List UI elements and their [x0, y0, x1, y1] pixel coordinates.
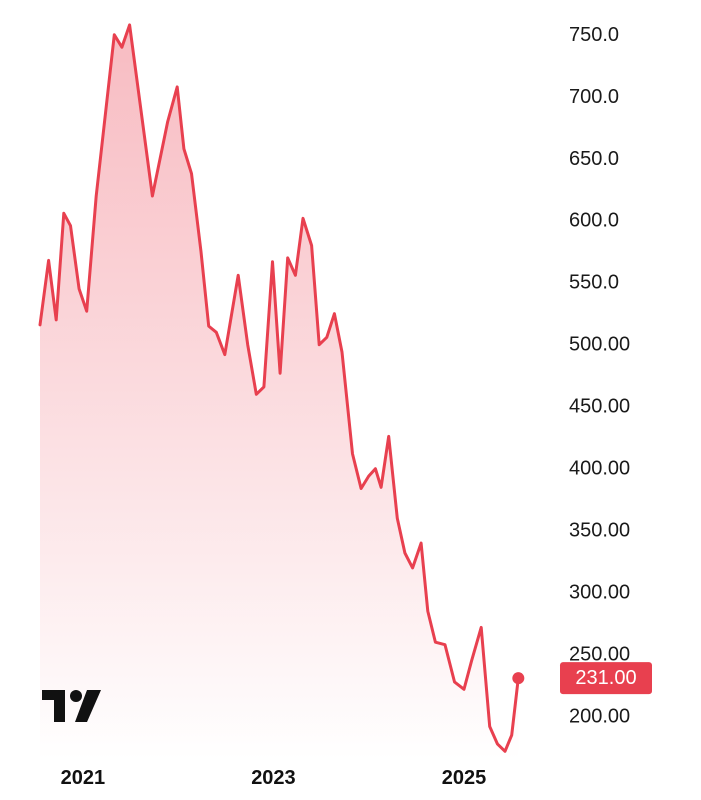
x-axis: 2021 2023 2025 — [61, 767, 487, 789]
y-tick-label: 250.00 — [569, 644, 630, 666]
x-tick-label: 2021 — [61, 767, 106, 789]
y-tick-label: 750.0 — [569, 24, 619, 46]
y-tick-label: 400.00 — [569, 458, 630, 480]
y-tick-label: 200.00 — [569, 706, 630, 728]
price-series-line — [38, 23, 520, 753]
y-tick-label: 300.00 — [569, 582, 630, 604]
price-area-fill — [40, 24, 519, 760]
y-tick-label: 650.0 — [569, 148, 619, 170]
y-tick-label: 350.00 — [569, 520, 630, 542]
last-price-badge: 231.00 — [560, 662, 652, 695]
y-tick-label: 600.0 — [569, 210, 619, 232]
tradingview-logo-icon — [42, 690, 101, 722]
x-tick-label: 2025 — [442, 767, 487, 789]
last-price-marker — [512, 672, 525, 685]
y-tick-label: 500.00 — [569, 334, 630, 356]
last-price-label: 231.00 — [575, 667, 636, 689]
y-tick-label: 700.0 — [569, 86, 619, 108]
x-tick-label: 2023 — [251, 767, 296, 789]
y-tick-label: 450.00 — [569, 396, 630, 418]
y-tick-label: 550.0 — [569, 272, 619, 294]
last-price-badge-bg — [560, 662, 652, 695]
y-axis: 750.0 700.0 650.0 600.0 550.0 500.00 450.00 400… — [569, 24, 630, 728]
